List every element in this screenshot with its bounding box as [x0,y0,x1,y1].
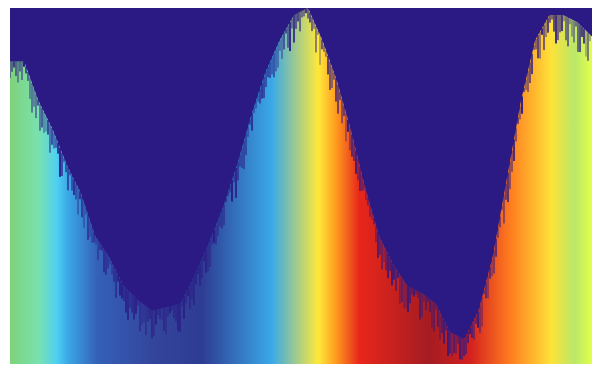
spectrogram-image [10,8,592,364]
spike-texture [10,8,591,360]
dark-overlay [10,8,592,339]
plot-area [10,8,592,364]
